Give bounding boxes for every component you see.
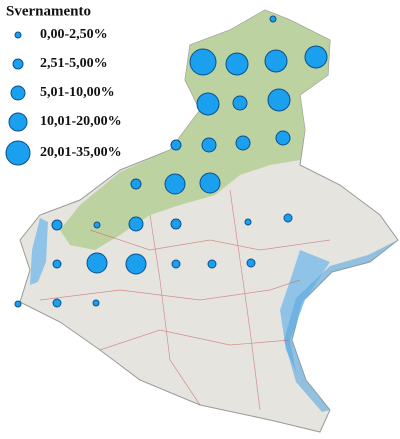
site-bubble xyxy=(130,178,142,190)
site-bubble xyxy=(235,135,251,151)
site-bubble xyxy=(170,139,182,151)
legend-label: 2,51-5,00% xyxy=(40,56,108,71)
legend-symbol xyxy=(14,31,22,39)
site-bubble xyxy=(246,258,256,268)
site-bubble xyxy=(51,219,63,231)
site-bubble xyxy=(244,218,252,226)
site-bubble xyxy=(196,92,220,116)
site-bubble xyxy=(14,300,22,308)
legend-label: 20,01-35,00% xyxy=(40,145,122,160)
site-bubble xyxy=(225,52,249,76)
road-network xyxy=(39,189,331,411)
legend-symbol xyxy=(5,140,31,166)
site-bubble xyxy=(269,15,277,23)
legend: Svernamento 0,00-2,50% 2,51-5,00% 5,01-1… xyxy=(5,3,122,166)
site-bubble xyxy=(86,252,108,274)
site-bubble xyxy=(52,298,62,308)
site-bubble xyxy=(189,48,217,76)
region-map xyxy=(19,9,399,433)
site-bubble xyxy=(164,173,186,195)
site-bubble xyxy=(207,259,217,269)
site-bubble xyxy=(52,259,62,269)
legend-title: Svernamento xyxy=(6,3,91,19)
site-bubble xyxy=(92,299,100,307)
site-bubble xyxy=(125,253,147,275)
region-mountains xyxy=(60,10,330,250)
site-bubble xyxy=(93,221,101,229)
site-bubble xyxy=(283,213,293,223)
legend-symbol xyxy=(12,58,24,70)
site-bubble xyxy=(128,216,144,232)
legend-label: 10,01-20,00% xyxy=(40,114,122,129)
site-bubble xyxy=(201,137,217,153)
site-bubble xyxy=(267,88,291,112)
site-bubble xyxy=(304,45,328,69)
site-bubble xyxy=(199,172,221,194)
legend-label: 0,00-2,50% xyxy=(40,27,108,42)
coast-sea xyxy=(284,240,398,412)
site-bubble xyxy=(275,130,291,146)
site-bubble xyxy=(264,49,288,73)
legend-symbol xyxy=(8,112,28,132)
site-bubble xyxy=(171,259,181,269)
site-bubble xyxy=(232,95,248,111)
site-bubble xyxy=(170,218,182,230)
legend-symbol xyxy=(10,85,26,101)
lake xyxy=(30,218,48,285)
legend-label: 5,01-10,00% xyxy=(40,85,115,100)
site-bubbles xyxy=(14,15,328,308)
